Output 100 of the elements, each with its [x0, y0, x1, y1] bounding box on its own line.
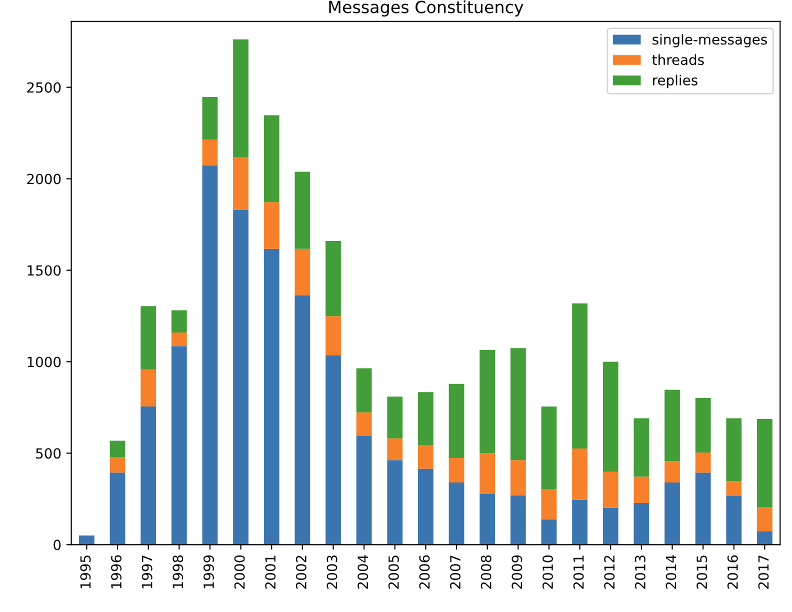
- bar: [418, 445, 434, 469]
- bar: [140, 406, 156, 545]
- bar: [387, 460, 403, 545]
- bar: [110, 440, 126, 458]
- bar: [110, 472, 126, 545]
- bar: [480, 453, 496, 494]
- x-tick-label: 2010: [542, 555, 554, 589]
- y-tick-label: 500: [36, 448, 61, 459]
- chart-title: Messages Constituency: [329, 0, 524, 17]
- bar: [480, 494, 496, 545]
- x-tick-label: 2009: [512, 555, 522, 589]
- y-tick-label: 1000: [28, 356, 61, 368]
- bar: [171, 332, 187, 346]
- x-tick-label: 2011: [573, 556, 584, 589]
- bar: [448, 458, 464, 482]
- x-tick-label: 2007: [450, 556, 461, 589]
- bar: [356, 412, 372, 436]
- x-tick-label: 1998: [172, 555, 184, 588]
- bar: [510, 495, 526, 545]
- bar: [171, 346, 187, 545]
- bar: [387, 438, 403, 460]
- bar: [418, 392, 434, 446]
- bar: [264, 115, 280, 202]
- bar: [326, 240, 341, 316]
- bar: [264, 202, 280, 249]
- bar: [757, 531, 772, 545]
- x-tick-label: 2013: [634, 556, 646, 589]
- bar: [572, 448, 588, 500]
- bar: [757, 506, 772, 532]
- x-tick-label: 1997: [142, 556, 152, 588]
- bar: [726, 418, 742, 482]
- x-tick-label: 1995: [80, 556, 91, 588]
- bar: [233, 39, 248, 158]
- bar: [572, 500, 588, 545]
- bar: [326, 355, 341, 545]
- bar: [726, 481, 742, 496]
- x-tick-label: 2000: [234, 555, 245, 589]
- x-tick-label: 2006: [419, 555, 430, 589]
- x-tick-label: 2017: [758, 556, 769, 589]
- bar: [695, 472, 711, 545]
- x-tick-label: 2016: [727, 555, 738, 589]
- bar: [171, 310, 187, 332]
- y-tick-label: 2500: [27, 82, 61, 93]
- legend-label: single-messages: [652, 34, 767, 48]
- bar: [602, 472, 618, 508]
- bar: [634, 502, 650, 545]
- x-tick-label: 2005: [388, 556, 399, 589]
- bar: [757, 418, 772, 507]
- x-tick-label: 2002: [296, 556, 306, 589]
- bar: [664, 390, 680, 462]
- bar: [664, 482, 680, 545]
- bar: [634, 476, 650, 503]
- bar: [448, 384, 464, 458]
- bar: [78, 536, 94, 545]
- bar: [664, 461, 680, 482]
- bar: [418, 468, 434, 545]
- y-tick-label: 2000: [27, 174, 61, 184]
- bar: [572, 303, 588, 448]
- bar: [695, 452, 711, 473]
- bar: [202, 165, 218, 545]
- bar: [602, 362, 618, 472]
- bar: [326, 316, 341, 356]
- legend-label: threads: [652, 54, 704, 66]
- bar: [602, 508, 618, 545]
- bar: [140, 306, 156, 370]
- bar: [202, 96, 218, 140]
- bar: [294, 295, 310, 545]
- bar: [233, 210, 248, 545]
- x-tick-label: 2015: [696, 556, 708, 589]
- bar: [387, 396, 403, 438]
- bar: [448, 482, 464, 545]
- bar: [233, 157, 248, 210]
- x-tick-label: 2004: [358, 555, 368, 589]
- legend-label: replies: [653, 74, 698, 88]
- y-tick-label: 1500: [28, 265, 61, 276]
- bar: [541, 406, 557, 490]
- bar: [510, 348, 526, 460]
- bar: [356, 436, 372, 545]
- bar: [264, 248, 280, 545]
- x-tick-label: 2014: [666, 555, 676, 589]
- x-tick-label: 2003: [326, 556, 338, 589]
- bar: [480, 350, 496, 454]
- bar: [726, 496, 742, 545]
- bar: [294, 248, 310, 296]
- x-tick-label: 2012: [604, 556, 615, 589]
- bar: [140, 370, 156, 407]
- bar: [541, 489, 557, 520]
- x-tick-label: 1996: [111, 555, 122, 588]
- bar: [695, 398, 711, 452]
- bar: [202, 140, 218, 166]
- bar: [541, 519, 557, 545]
- bar: [110, 457, 126, 473]
- y-tick-label: 0: [54, 540, 61, 550]
- bar: [356, 368, 372, 412]
- x-tick-label: 1999: [203, 555, 214, 588]
- x-tick-label: 2008: [480, 555, 492, 589]
- bar: [510, 460, 526, 496]
- bar: [634, 418, 650, 477]
- bar: [294, 172, 310, 249]
- x-tick-label: 2001: [265, 556, 276, 589]
